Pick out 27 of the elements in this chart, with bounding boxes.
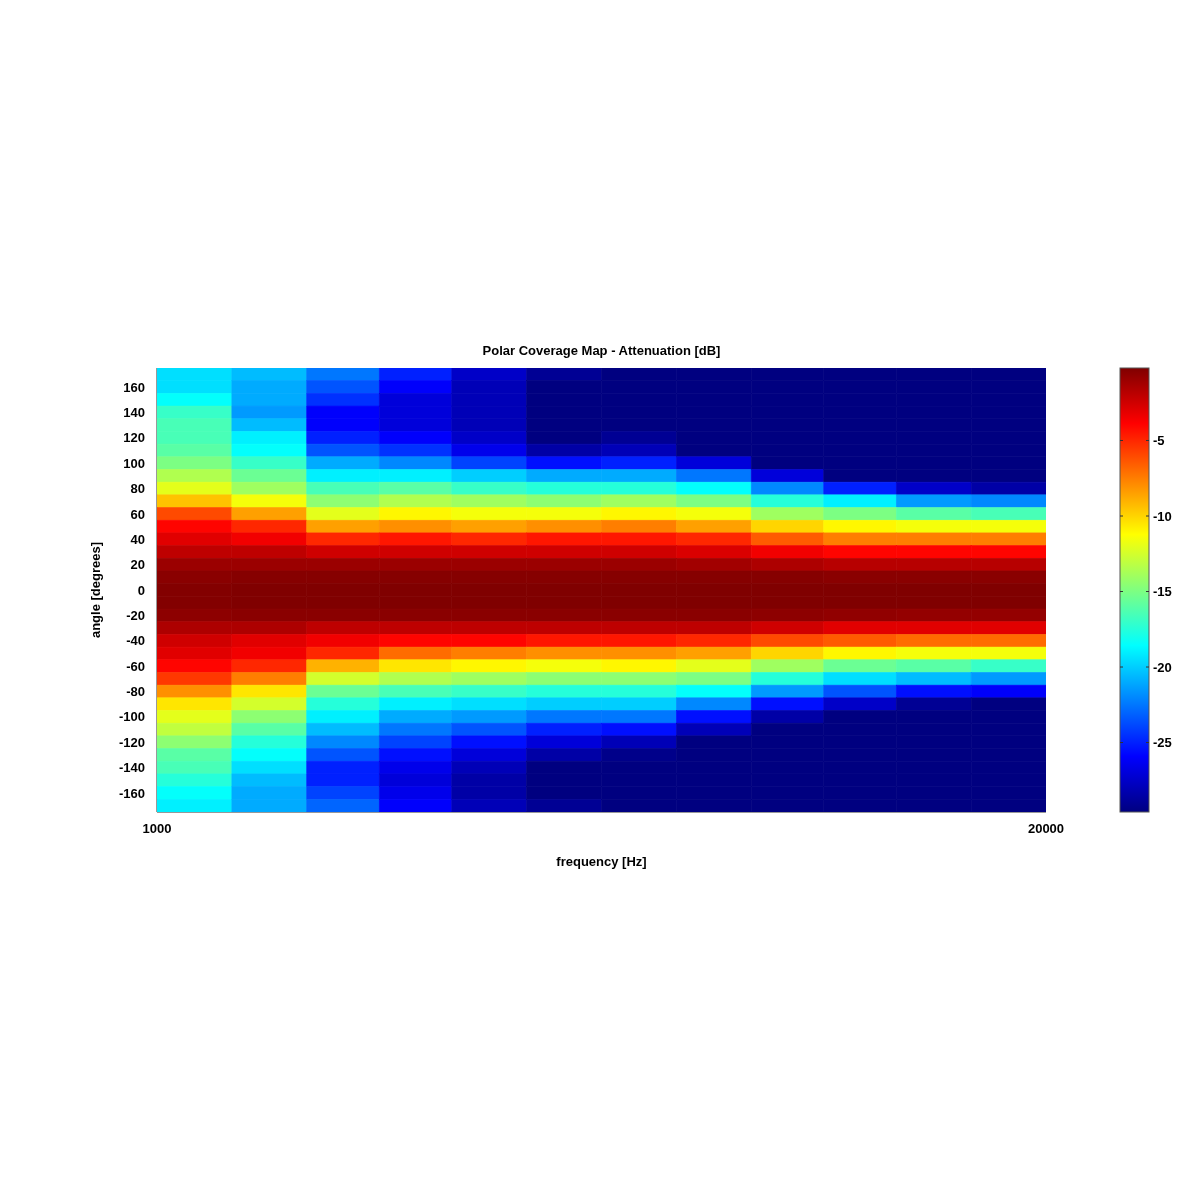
color-bar-label: -15 — [1153, 584, 1172, 600]
y-tick-label: 0 — [137, 582, 145, 598]
x-tick-label: 20000 — [1027, 821, 1065, 837]
y-tick-label: -80 — [126, 684, 145, 700]
y-tick-label: 100 — [123, 455, 145, 471]
color-bar-label: -5 — [1153, 432, 1165, 448]
y-tick-label: 20 — [130, 557, 145, 573]
y-axis-title: angle [degrees] — [87, 541, 103, 639]
y-tick-label: -60 — [126, 658, 145, 674]
y-tick-label: -40 — [126, 633, 145, 649]
color-bar-label: -25 — [1153, 735, 1172, 751]
color-bar-label: -10 — [1153, 508, 1172, 524]
y-tick-label: -100 — [118, 709, 145, 725]
chart-title: Polar Coverage Map - Attenuation [dB] — [481, 343, 722, 358]
x-axis-title: frequency [Hz] — [556, 854, 647, 869]
y-tick-label: 120 — [123, 430, 145, 446]
x-tick-label: 1000 — [142, 821, 172, 837]
y-tick-label: 140 — [123, 405, 145, 421]
color-bar-label: -20 — [1153, 659, 1172, 675]
y-tick-label: -20 — [126, 607, 145, 623]
y-tick-label: -140 — [118, 760, 145, 776]
y-tick-label: -120 — [118, 734, 145, 750]
y-tick-label: 80 — [130, 481, 145, 497]
y-tick-label: -160 — [118, 785, 145, 801]
y-tick-label: 60 — [130, 506, 145, 522]
y-tick-label: 40 — [130, 531, 145, 547]
y-tick-label: 160 — [123, 379, 145, 395]
